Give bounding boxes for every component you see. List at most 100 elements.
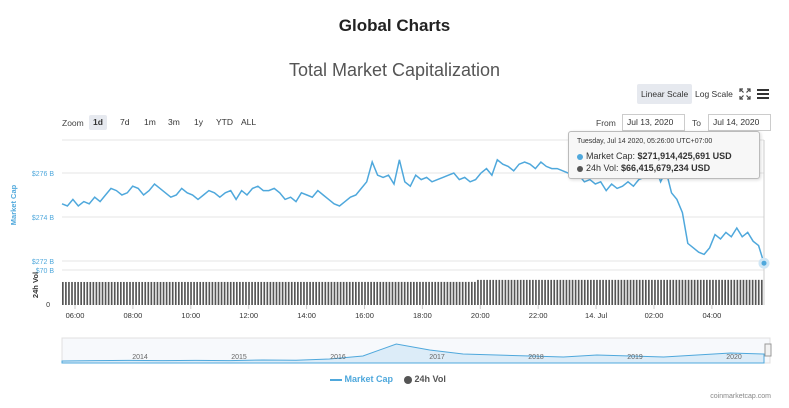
volume-bar bbox=[489, 279, 491, 305]
volume-bar bbox=[144, 281, 147, 305]
volume-bar bbox=[135, 281, 137, 305]
from-date-input[interactable]: Jul 13, 2020 bbox=[622, 114, 685, 131]
volume-bar bbox=[232, 281, 235, 305]
volume-bar bbox=[538, 279, 540, 305]
volume-bar bbox=[98, 281, 101, 305]
volume-bar bbox=[443, 281, 446, 305]
volume-bar bbox=[290, 281, 293, 305]
volume-bar bbox=[382, 281, 385, 305]
volume-bar bbox=[492, 279, 495, 305]
linear-scale-button[interactable]: Linear Scale bbox=[637, 84, 693, 104]
legend-volume[interactable]: 24h Vol bbox=[404, 374, 446, 384]
volume-bar bbox=[303, 281, 305, 305]
volume-bar bbox=[727, 279, 730, 305]
volume-bar bbox=[184, 281, 186, 305]
volume-bar bbox=[614, 279, 617, 305]
page-title: Global Charts bbox=[338, 16, 451, 35]
volume-bar bbox=[196, 281, 198, 305]
x-tick-label: 06:00 bbox=[66, 311, 85, 320]
volume-bar bbox=[425, 281, 427, 305]
volume-bar bbox=[510, 279, 513, 305]
volume-bar bbox=[208, 281, 211, 305]
volume-bar bbox=[541, 279, 543, 305]
zoom-1m-button[interactable]: 1m bbox=[144, 117, 156, 127]
volume-bar bbox=[706, 279, 708, 305]
volume-bar bbox=[718, 279, 720, 305]
volume-bar bbox=[602, 279, 604, 305]
volume-bar bbox=[620, 279, 623, 305]
volume-bar bbox=[464, 281, 467, 305]
volume-bar bbox=[83, 281, 86, 305]
volume-bar bbox=[596, 279, 598, 305]
zoom-label: Zoom bbox=[62, 118, 84, 128]
volume-bar bbox=[373, 281, 375, 305]
menu-icon[interactable] bbox=[757, 88, 769, 100]
volume-bar bbox=[327, 281, 330, 305]
to-date-input[interactable]: Jul 14, 2020 bbox=[708, 114, 771, 131]
volume-bar bbox=[474, 281, 476, 305]
volume-bar bbox=[495, 279, 498, 305]
volume-bar bbox=[147, 281, 150, 305]
volume-bar bbox=[391, 281, 394, 305]
x-tick-label: 12:00 bbox=[239, 311, 258, 320]
volume-bar bbox=[159, 281, 162, 305]
volume-bar bbox=[318, 281, 321, 305]
volume-bar bbox=[501, 279, 504, 305]
volume-bar bbox=[403, 281, 406, 305]
fullscreen-icon[interactable] bbox=[739, 88, 751, 100]
volume-bar bbox=[428, 281, 430, 305]
volume-bar bbox=[480, 279, 482, 305]
volume-bar bbox=[77, 281, 79, 305]
volume-bar bbox=[431, 281, 433, 305]
volume-bar bbox=[309, 281, 311, 305]
volume-bar bbox=[559, 279, 562, 305]
volume-bar bbox=[92, 281, 95, 305]
volume-bar bbox=[336, 281, 339, 305]
volume-bar bbox=[129, 281, 131, 305]
volume-bar bbox=[745, 279, 748, 305]
zoom-3m-button[interactable]: 3m bbox=[168, 117, 180, 127]
legend-market-cap[interactable]: Market Cap bbox=[330, 374, 393, 384]
volume-bar bbox=[101, 281, 104, 305]
volume-bar bbox=[574, 279, 577, 305]
zoom-all-button[interactable]: ALL bbox=[241, 117, 257, 127]
navigator-year-label: 2019 bbox=[627, 354, 643, 361]
volume-bar bbox=[74, 281, 76, 305]
volume-bar bbox=[724, 279, 726, 305]
volume-bar bbox=[733, 279, 736, 305]
volume-bar bbox=[660, 279, 662, 305]
volume-bar bbox=[644, 279, 647, 305]
x-tick-label: 14. Jul bbox=[585, 311, 607, 320]
volume-bar bbox=[568, 279, 571, 305]
x-tick-label: 20:00 bbox=[471, 311, 490, 320]
volume-bar bbox=[376, 281, 379, 305]
navigator-handle[interactable] bbox=[764, 343, 772, 357]
volume-bar bbox=[150, 281, 153, 305]
log-scale-button[interactable]: Log Scale bbox=[695, 89, 733, 99]
volume-bar bbox=[458, 281, 461, 305]
volume-bar bbox=[65, 281, 67, 305]
to-label: To bbox=[692, 118, 701, 128]
volume-bar bbox=[110, 281, 113, 305]
zoom-1y-button[interactable]: 1y bbox=[194, 117, 203, 127]
zoom-7d-button[interactable]: 7d bbox=[120, 117, 130, 127]
x-tick-label: 08:00 bbox=[124, 311, 143, 320]
volume-bar bbox=[525, 279, 528, 305]
volume-bar bbox=[553, 279, 556, 305]
volume-bar bbox=[419, 281, 421, 305]
volume-bar bbox=[260, 281, 263, 305]
zoom-ytd-button[interactable]: YTD bbox=[216, 117, 233, 127]
x-tick-label: 10:00 bbox=[181, 311, 200, 320]
volume-bar bbox=[416, 281, 418, 305]
volume-bar bbox=[623, 279, 626, 305]
volume-bar bbox=[342, 281, 345, 305]
zoom-1d-button[interactable]: 1d bbox=[89, 115, 107, 130]
volume-bar bbox=[608, 279, 611, 305]
volume-bar bbox=[629, 279, 632, 305]
volume-bar bbox=[571, 279, 574, 305]
volume-bar bbox=[278, 281, 281, 305]
volume-bar bbox=[687, 279, 690, 305]
volume-bar bbox=[532, 279, 534, 305]
volume-bar bbox=[116, 281, 119, 305]
